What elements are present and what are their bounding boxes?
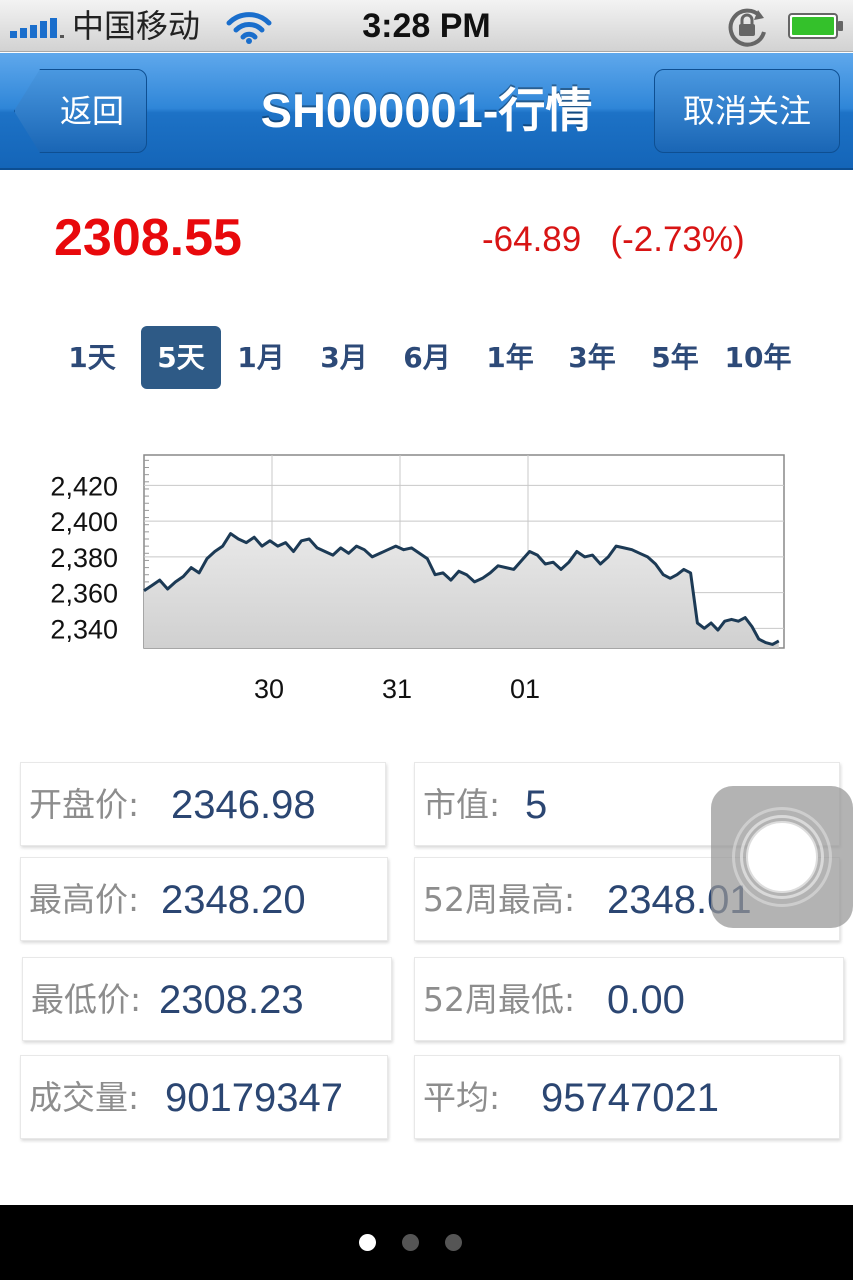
chart-x-tick-label: 01 [510,674,540,704]
stat-high: 最高价: 2348.20 [20,857,388,941]
stat-value: 95747021 [541,1076,719,1120]
stat-value: 2348.20 [161,878,306,922]
range-tab-1y[interactable]: 1年 [486,341,534,374]
range-tab-10y[interactable]: 10年 [724,341,792,374]
assistive-knob [746,821,818,893]
change-percent: (-2.73%) [610,220,745,259]
stat-label: 最低价: [31,980,142,1019]
stat-label: 成交量: [29,1078,140,1117]
change-value: -64.89 [482,220,582,259]
stat-value: 0.00 [607,978,685,1022]
stat-label: 平均: [423,1078,501,1117]
rotation-lock-icon [728,8,766,47]
range-tab-5y[interactable]: 5年 [651,341,699,374]
stat-52w-low: 52周最低: 0.00 [414,957,844,1041]
page-control [0,1205,853,1280]
back-button[interactable]: 返回 [14,69,147,153]
range-tab-3y[interactable]: 3年 [568,341,616,374]
stat-volume: 成交量: 90179347 [20,1055,388,1139]
stat-open: 开盘价: 2346.98 [20,762,386,846]
status-bar: 中国移动 3:28 PM [0,0,853,52]
range-tab-1d[interactable]: 1天 [68,341,116,374]
range-tab-5d[interactable]: 5天 [141,326,221,389]
unfollow-button[interactable]: 取消关注 [654,69,840,153]
current-price: 2308.55 [54,209,242,267]
assistive-touch-icon[interactable] [711,786,853,928]
range-tab-1m[interactable]: 1月 [237,341,285,374]
stat-label: 最高价: [29,880,140,919]
page-dot-2[interactable] [402,1234,419,1251]
page-dot-1[interactable] [359,1234,376,1251]
chart-x-tick-label: 30 [254,674,284,704]
stat-label: 开盘价: [29,785,140,824]
stat-label: 52周最低: [423,980,576,1019]
chart-y-tick-label: 2,400 [50,507,118,537]
carrier-name: 中国移动 [72,7,201,45]
stat-value: 2346.98 [171,783,316,827]
price-chart[interactable]: 2,420 2,400 2,380 2,360 2,340 30 31 01 [0,440,853,720]
range-tab-3m[interactable]: 3月 [320,341,368,374]
range-tabs: 1天 5天 1月 3月 6月 1年 3年 5年 10年 [52,326,812,390]
signal-bars-icon [10,18,64,38]
chart-y-tick-label: 2,420 [50,471,118,501]
assistive-ring-inner [740,815,824,899]
range-tab-6m[interactable]: 6月 [403,341,451,374]
chart-area-fill [144,533,779,648]
wifi-icon [226,12,272,44]
chart-y-tick-label: 2,360 [50,579,118,609]
assistive-ring-outer [732,807,832,907]
chart-x-tick-label: 31 [382,674,412,704]
stat-low: 最低价: 2308.23 [22,957,392,1041]
page-dot-3[interactable] [445,1234,462,1251]
stat-value: 2308.23 [159,978,304,1022]
battery-icon [788,13,843,39]
navigation-bar: 返回 SH000001-行情 取消关注 [0,53,853,170]
status-time: 3:28 PM [362,7,491,45]
stat-average: 平均: 95747021 [414,1055,840,1139]
chart-y-tick-label: 2,380 [50,543,118,573]
stat-label: 市值: [423,785,501,824]
stat-value: 90179347 [165,1076,343,1120]
stat-value: 5 [525,783,548,827]
page-title: SH000001-行情 [260,84,593,137]
stat-label: 52周最高: [423,880,576,919]
price-change: -64.89 (-2.73%) [482,218,745,262]
chart-y-tick-label: 2,340 [50,614,118,644]
chart-series-line [143,532,780,646]
